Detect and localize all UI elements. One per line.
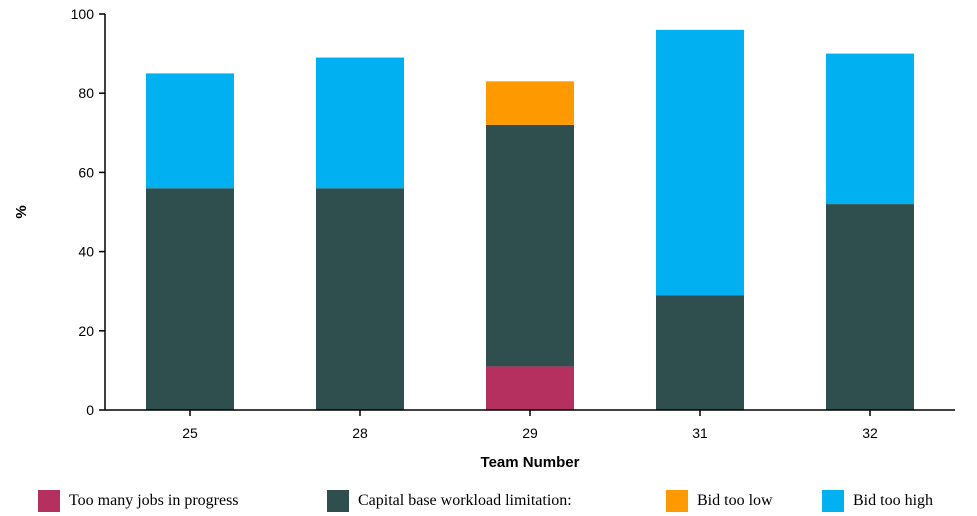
bars-group [146,29,914,410]
bar-segment [316,57,404,189]
y-axis-title: % [13,205,30,218]
legend-swatch [666,490,688,512]
legend-item: Bid too low [666,487,773,515]
y-tick-label: 60 [78,164,94,180]
x-tick-label: 25 [182,425,198,441]
legend-swatch [822,490,844,512]
x-tick-label: 31 [692,425,708,441]
bar-segment [486,81,574,125]
legend-label: Too many jobs in progress [69,492,239,509]
y-tick-label: 40 [78,244,94,260]
y-tick-label: 20 [78,323,94,339]
bar-segment [656,295,744,410]
x-axis-ticks: 25 28 29 31 32 [182,410,878,441]
bar-segment [316,188,404,410]
y-axis-ticks: 0 20 40 60 80 100 [71,6,105,418]
bar-segment [146,73,234,189]
legend-label: Bid too high [853,492,934,509]
chart-legend: Too many jobs in progress Capital base wo… [0,487,977,515]
x-tick-label: 32 [862,425,878,441]
x-tick-label: 29 [522,425,538,441]
legend-item: Bid too high [822,487,933,515]
legend-swatch [38,490,60,512]
stacked-bar-chart: 0 20 40 60 80 100 25 28 29 31 32 Team Number % [13,6,955,471]
bar-segment [146,188,234,410]
legend-label: Bid too low [697,492,773,509]
y-tick-label: 80 [78,85,94,101]
legend-item: Too many jobs in progress [38,487,239,515]
legend-swatch [327,490,349,512]
bar-segment [656,29,744,296]
bar-segment [486,124,574,367]
legend-item: Capital base workload limitation: [327,487,572,515]
bar-segment [826,204,914,410]
y-tick-label: 100 [71,6,95,22]
y-tick-label: 0 [86,402,94,418]
x-axis-title: Team Number [481,454,580,471]
legend-label: Capital base workload limitation: [358,492,572,509]
bar-segment [826,53,914,205]
bar-segment [486,366,574,410]
x-tick-label: 28 [352,425,368,441]
